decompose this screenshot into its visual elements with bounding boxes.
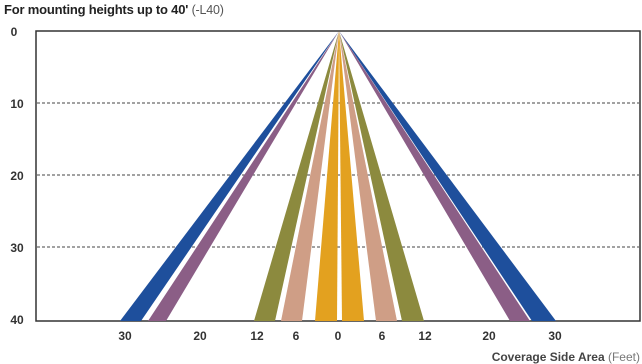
x-axis-unit: (Feet) [607,350,640,364]
y-tick-40: 40 [10,313,24,327]
y-tick-20: 20 [10,169,24,183]
x-tick-left-6: 6 [293,329,300,343]
beam-20ft-right [339,31,530,321]
beam-12ft-right [339,31,424,321]
beam-center-right [339,31,364,321]
beam-6ft-right [339,31,397,321]
x-tick-left-20: 20 [193,329,207,343]
chart-title: For mounting heights up to 40' (-L40) [4,2,224,17]
x-tick-right-20: 20 [482,329,496,343]
x-tick-center-0: 0 [335,329,342,343]
x-tick-right-12: 12 [418,329,432,343]
beam-12ft-left [254,31,339,321]
beam-30ft-right [339,31,556,321]
x-tick-right-30: 30 [548,329,562,343]
y-axis: 0 10 20 30 40 [10,25,24,327]
x-tick-right-6: 6 [379,329,386,343]
x-tick-left-12: 12 [250,329,264,343]
x-axis: 30 20 12 6 0 6 12 20 30 [118,329,562,343]
title-suffix: (-L40) [191,3,224,17]
y-tick-10: 10 [10,97,24,111]
coverage-beams [120,31,556,321]
beam-30ft-left [120,31,339,321]
x-axis-label-text: Coverage Side Area [491,350,605,364]
beam-center-left [315,31,339,321]
beam-20ft-left [148,31,339,321]
x-axis-label: Coverage Side Area (Feet) [492,350,640,364]
beam-6ft-left [281,31,339,321]
x-tick-left-30: 30 [118,329,132,343]
y-tick-30: 30 [10,241,24,255]
title-main: For mounting heights up to 40' [4,2,189,17]
y-tick-0: 0 [11,25,18,39]
